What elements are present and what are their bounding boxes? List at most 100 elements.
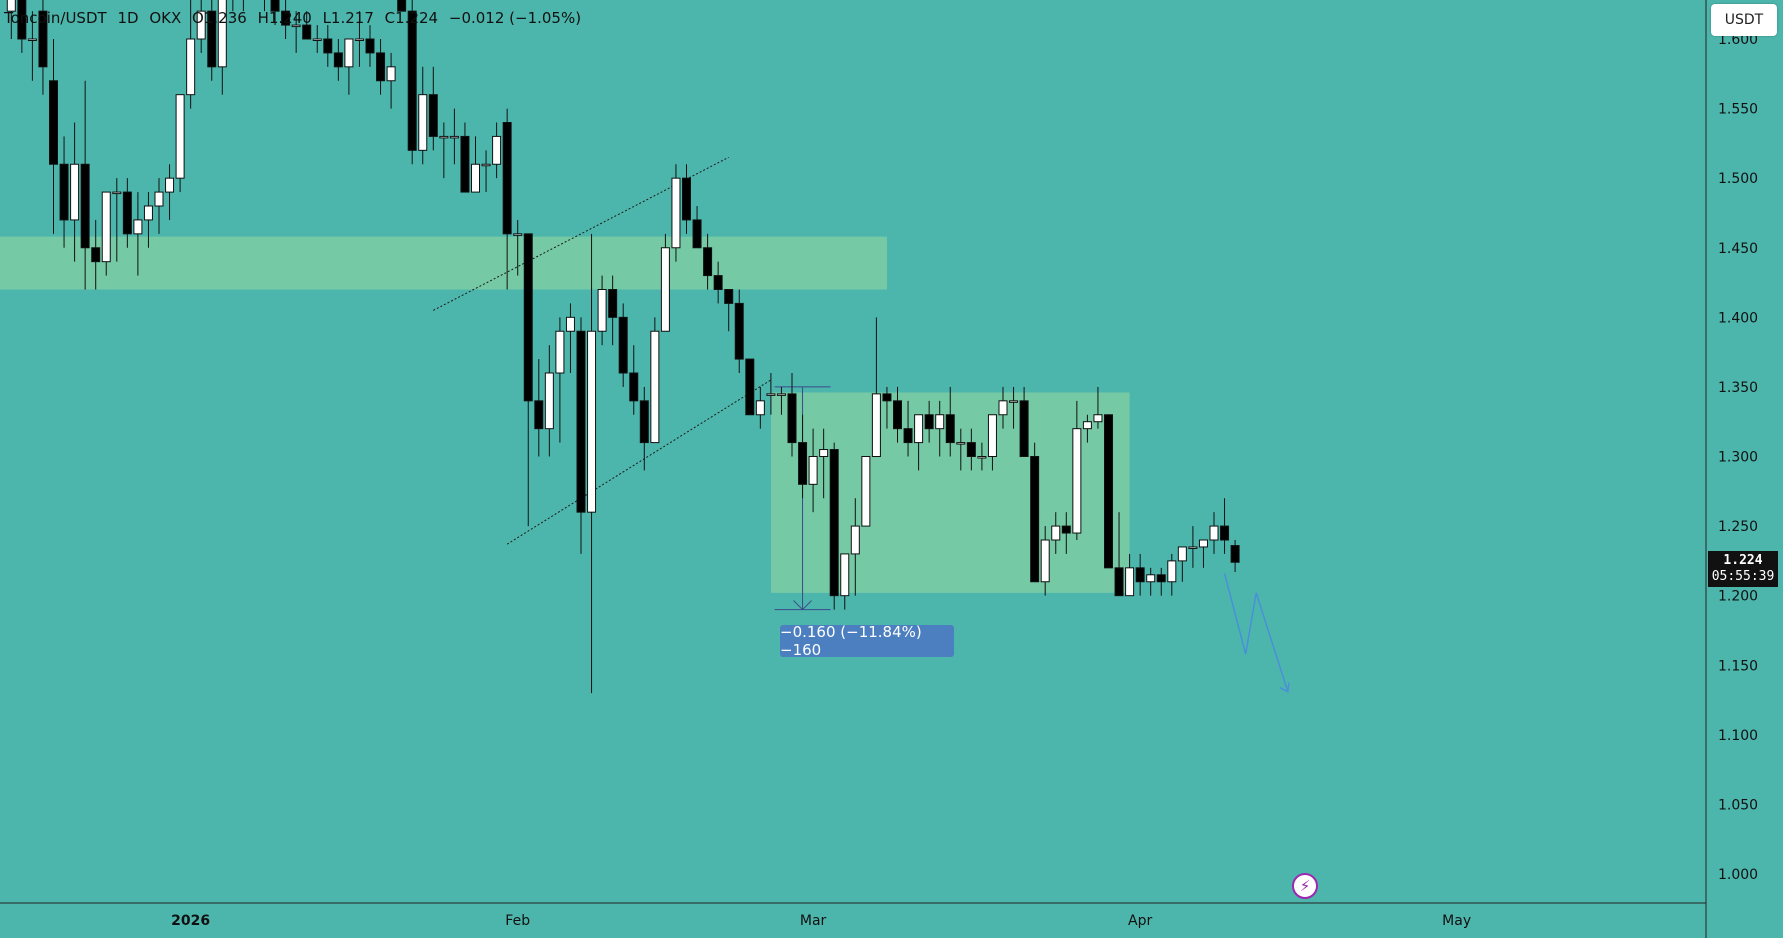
ohlc-change: −0.012 (−1.05%): [448, 9, 582, 27]
candle: [1082, 414, 1092, 443]
candle: [407, 0, 417, 165]
candle-body: [6, 0, 16, 12]
candle-body: [555, 330, 565, 374]
candle-body: [502, 122, 512, 235]
candle-body: [165, 177, 175, 193]
candle: [544, 345, 554, 457]
candle: [660, 233, 670, 332]
currency-badge[interactable]: USDT: [1711, 4, 1777, 36]
candle: [682, 164, 691, 234]
candle-body: [112, 191, 122, 195]
candle: [232, 0, 234, 12]
candle: [850, 498, 860, 596]
candle-body: [143, 205, 153, 221]
candle: [1114, 512, 1124, 597]
candle-body: [323, 38, 333, 54]
candle: [323, 25, 333, 67]
candle-body: [80, 163, 90, 249]
candle: [555, 317, 565, 443]
candle: [481, 150, 491, 193]
y-tick-label: 1.500: [1718, 171, 1758, 187]
bar-countdown: 05:55:39: [1711, 569, 1775, 585]
candle: [576, 317, 586, 554]
symbol-name[interactable]: Toncoin/USDT: [4, 9, 107, 27]
y-tick-label: 1.100: [1718, 728, 1758, 744]
candle: [776, 386, 786, 415]
candle: [1104, 414, 1113, 569]
projection-layer: [1223, 573, 1290, 693]
candle: [618, 303, 628, 387]
candle-body: [1156, 574, 1166, 583]
candle-body: [70, 163, 80, 221]
candle: [38, 0, 48, 95]
candle: [365, 25, 375, 67]
candle-body: [1019, 400, 1029, 458]
candle: [671, 164, 681, 262]
candle-body: [808, 456, 818, 485]
candle: [502, 108, 512, 290]
current-price-tag: 1.224 05:55:39: [1708, 551, 1778, 588]
candle-body: [1198, 539, 1208, 548]
candle: [1135, 553, 1145, 596]
candle: [302, 11, 312, 40]
candle-body: [1230, 545, 1240, 563]
projection-arrowhead: [1279, 682, 1290, 693]
candle: [376, 39, 386, 95]
candle: [639, 386, 649, 471]
candle-body: [133, 219, 143, 235]
candle-body: [618, 316, 628, 374]
y-tick-label: 1.250: [1718, 519, 1758, 535]
candle-body: [819, 449, 829, 457]
candle-body: [966, 442, 976, 458]
y-tick-label: 1.050: [1718, 797, 1758, 813]
candle: [439, 122, 449, 179]
candle-body: [1082, 421, 1092, 430]
candle-body: [354, 38, 364, 41]
candle-body: [787, 393, 797, 444]
candle: [217, 0, 227, 95]
candle: [418, 66, 428, 165]
candle-body: [17, 0, 27, 40]
candle: [6, 0, 16, 39]
interval-label[interactable]: 1D: [117, 9, 139, 27]
candle-body: [49, 80, 58, 165]
candle-body: [333, 52, 343, 68]
candle: [1040, 526, 1050, 596]
x-tick-label: Feb: [505, 913, 530, 929]
candle-body: [755, 400, 765, 416]
candle: [122, 178, 132, 248]
candle: [903, 400, 913, 457]
candle: [1198, 539, 1208, 568]
candle-body: [576, 330, 586, 513]
candle-body: [1061, 525, 1071, 534]
measure-label[interactable]: −0.160 (−11.84%) −160: [780, 623, 954, 659]
candle-body: [270, 0, 280, 12]
candle: [1061, 512, 1071, 554]
candle-body: [1114, 567, 1124, 597]
candle-body: [924, 414, 934, 430]
zones-layer: [0, 236, 1130, 593]
ohlc-close: C1.224: [384, 9, 439, 27]
symbol-legend: Toncoin/USDT 1D OKX O1.236 H1.240 L1.217…: [4, 9, 587, 27]
y-tick-label: 1.200: [1718, 589, 1758, 605]
candle-body: [956, 442, 966, 445]
candle: [829, 442, 839, 610]
candle: [724, 289, 734, 332]
candle: [133, 192, 143, 276]
candle: [264, 0, 265, 12]
candle-body: [1209, 525, 1219, 541]
ohlc-open: O1.236: [192, 9, 247, 27]
candle-body: [397, 0, 407, 12]
candle: [713, 261, 723, 304]
lightning-icon[interactable]: ⚡: [1292, 873, 1318, 899]
candle: [882, 386, 892, 429]
candle: [587, 233, 597, 694]
candle: [59, 136, 69, 248]
candle-body: [597, 289, 607, 332]
candle: [80, 80, 90, 290]
candle-body: [344, 38, 354, 68]
candle: [819, 428, 829, 499]
candle: [734, 289, 744, 373]
